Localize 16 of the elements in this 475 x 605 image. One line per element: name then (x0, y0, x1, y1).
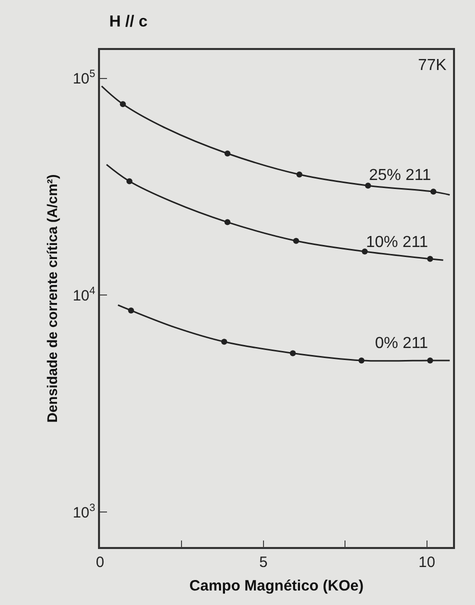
series-label: 10% 211 (366, 234, 428, 251)
x-tick-label: 0 (96, 554, 104, 571)
line-series (117, 304, 450, 362)
line-series (100, 85, 450, 196)
y-axis-title: Densidade de corrente crítica (A/cm²) (44, 174, 60, 423)
x-axis-title: Campo Magnético (KOe) (189, 577, 364, 594)
chart-title: H // c (109, 13, 148, 30)
y-tick-label: 10$^{3}$ (72, 502, 96, 522)
x-tick-label: 10 (418, 554, 436, 571)
series-label: 0% 211 (375, 335, 428, 352)
line-series (106, 164, 444, 261)
x-tick-label: 5 (259, 554, 268, 571)
y-tick-label: 10$^{4}$ (72, 285, 96, 304)
series-label: 25% 211 (369, 167, 432, 184)
annotation: 77K (418, 57, 447, 74)
y-tick-label: 10$^{5}$ (72, 68, 96, 88)
